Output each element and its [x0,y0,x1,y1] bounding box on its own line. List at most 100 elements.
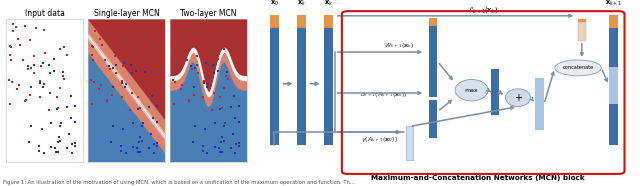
Polygon shape [88,19,165,121]
Point [20,99,30,102]
Point [170,80,180,83]
Point [186,65,196,68]
Point [214,147,225,150]
Point [133,150,143,153]
Text: $\gamma\left(A_{k+1}(\mathbf{x}_0)\right)$: $\gamma\left(A_{k+1}(\mathbf{x}_0)\right… [361,135,398,144]
Point [131,58,141,61]
Point [207,64,218,67]
Point [29,72,39,75]
Point [44,64,54,67]
Point [88,59,98,62]
Point [216,107,227,110]
Point [45,145,56,148]
Bar [324,28,333,145]
Point [87,53,97,56]
Point [93,26,103,29]
Point [90,23,100,26]
Point [55,140,65,143]
Point [170,59,180,62]
Ellipse shape [506,89,531,106]
Point [111,72,121,75]
Point [231,143,241,146]
Point [146,132,156,135]
Point [209,145,220,148]
Point [107,94,117,97]
Point [140,71,150,74]
Point [23,67,33,70]
Point [121,83,131,86]
Point [140,45,150,48]
Point [198,81,209,84]
Point [234,120,244,123]
Point [198,96,209,99]
Point [87,103,97,106]
Point [62,105,72,108]
Point [62,147,72,150]
Point [198,79,209,82]
Bar [609,67,618,104]
Point [192,55,202,58]
Point [148,151,159,154]
Text: $\mathbf{x}_0$: $\mathbf{x}_0$ [270,0,279,8]
Point [170,46,180,49]
Bar [429,100,438,138]
Point [44,109,54,112]
Ellipse shape [455,79,488,101]
Point [135,135,145,138]
Point [31,27,41,30]
Point [189,86,200,89]
Point [201,62,211,65]
Point [137,86,147,89]
Point [198,145,208,147]
Point [86,44,97,47]
Point [108,67,118,70]
Point [49,58,60,61]
Ellipse shape [555,60,602,76]
Point [46,121,56,124]
Point [220,121,230,124]
Point [18,59,28,62]
Polygon shape [88,21,165,152]
Point [105,67,115,70]
Point [175,26,185,29]
Text: Figure 1: An illustration of the motivation of using MCN, which is based on a un: Figure 1: An illustration of the motivat… [3,180,355,185]
Point [228,132,238,135]
Point [5,103,15,106]
Point [35,81,45,84]
Point [70,105,80,108]
Point [86,78,97,81]
Point [49,70,59,73]
Point [118,127,129,130]
Point [177,37,187,40]
Point [187,67,197,70]
Point [65,94,76,97]
Point [144,147,154,150]
Point [132,147,143,150]
Point [222,45,232,48]
Point [203,83,213,86]
Point [26,86,36,89]
Point [215,107,225,110]
Point [6,46,16,49]
Bar [298,28,306,145]
Bar [429,18,438,26]
Point [25,38,35,41]
Point [52,107,63,110]
Point [67,143,77,146]
Point [202,29,212,32]
Point [127,92,137,94]
Point [102,98,113,101]
Point [108,86,118,89]
Point [102,99,112,102]
Point [58,71,68,74]
Point [198,150,208,153]
Bar [578,22,586,41]
Point [234,144,244,147]
Point [107,38,117,41]
Point [137,140,147,143]
Point [102,24,113,27]
Point [209,92,219,94]
Point [20,98,31,101]
Title: Two-layer MCN: Two-layer MCN [180,9,237,18]
Point [120,151,131,154]
